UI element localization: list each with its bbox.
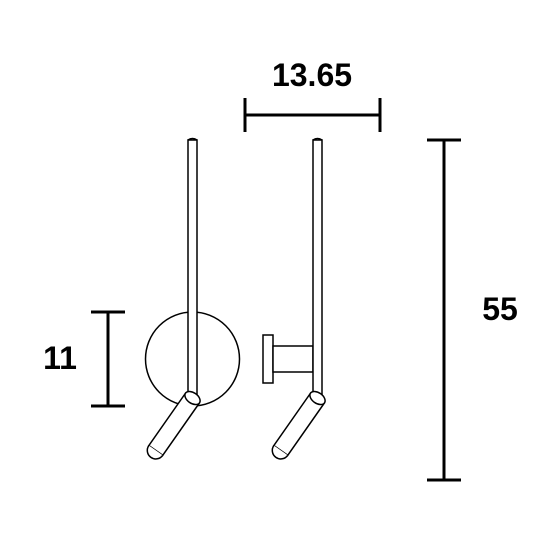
arm	[273, 346, 313, 372]
dimension-height-label: 55	[482, 291, 518, 327]
dimension-width-label: 13.65	[272, 57, 352, 93]
rod-side	[313, 140, 322, 398]
wall-plate	[263, 335, 273, 383]
rod-front	[188, 140, 197, 398]
dimension-circle-label: 11	[43, 340, 77, 376]
